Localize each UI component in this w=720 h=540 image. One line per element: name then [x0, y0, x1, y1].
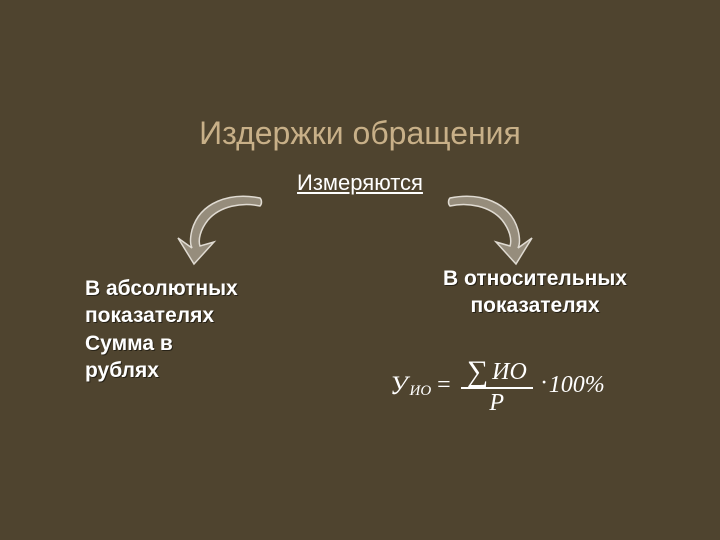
relative-block: В относительных показателях	[385, 265, 685, 320]
formula-mult: 100%	[549, 372, 605, 399]
measured-label: Измеряются	[0, 170, 720, 196]
formula: У ИО = ∑ ИО Р · 100%	[390, 355, 670, 416]
absolute-line3: Сумма в	[85, 330, 305, 357]
formula-lhs-var: У	[390, 371, 408, 401]
formula-fraction: ∑ ИО Р	[461, 355, 533, 416]
formula-lhs-sub: ИО	[410, 383, 432, 400]
relative-line1: В относительных	[385, 265, 685, 292]
formula-numerator: ∑ ИО	[461, 355, 533, 385]
absolute-block: В абсолютных показателях Сумма в рублях	[85, 275, 305, 384]
arrow-left-icon	[170, 190, 280, 275]
formula-denominator: Р	[483, 391, 510, 416]
page-title: Издержки обращения	[0, 115, 720, 152]
arrow-right-icon	[430, 190, 540, 275]
absolute-line2: показателях	[85, 302, 305, 329]
absolute-line4: рублях	[85, 357, 305, 384]
sigma-icon: ∑	[467, 357, 488, 387]
formula-dot: ·	[541, 370, 547, 397]
formula-num-var: ИО	[492, 360, 527, 385]
relative-line2: показателях	[385, 292, 685, 319]
absolute-line1: В абсолютных	[85, 275, 305, 302]
formula-eq: =	[437, 372, 451, 399]
